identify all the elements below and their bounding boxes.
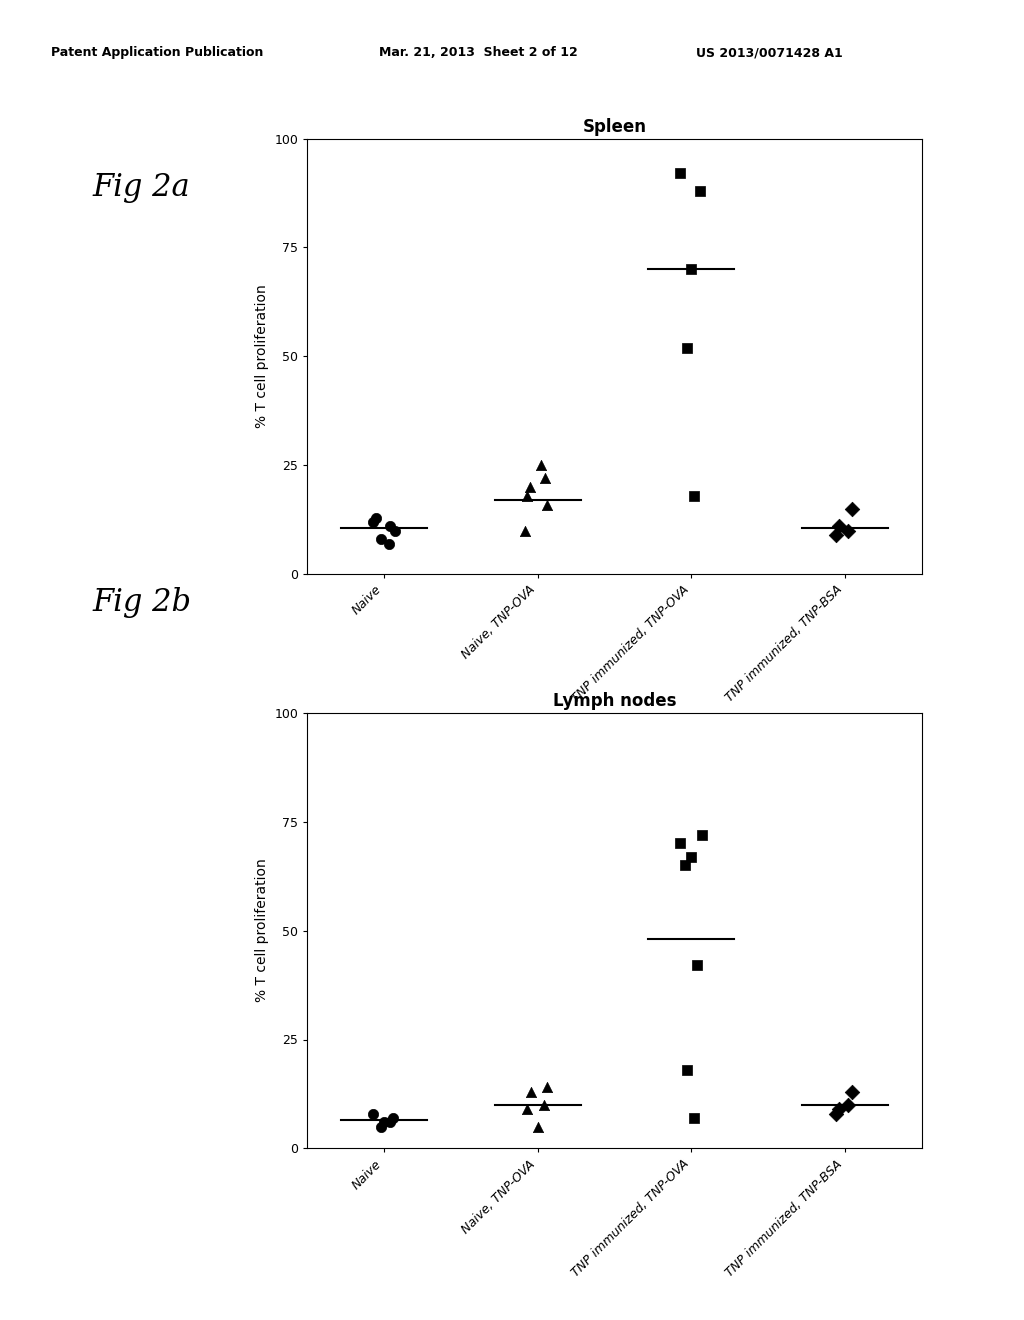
Point	[517, 520, 534, 541]
Title: Spleen: Spleen	[583, 117, 646, 136]
Point	[523, 1081, 540, 1102]
Point	[830, 516, 847, 537]
Point	[518, 1098, 535, 1119]
Point	[840, 520, 856, 541]
Point	[686, 486, 702, 507]
Point	[521, 477, 539, 498]
Point	[373, 529, 389, 550]
Point	[365, 1104, 381, 1125]
Point	[672, 162, 688, 183]
Point	[382, 1111, 398, 1133]
Y-axis label: % T cell proliferation: % T cell proliferation	[255, 859, 268, 1002]
Point	[692, 181, 709, 202]
Point	[830, 1098, 847, 1119]
Point	[368, 507, 384, 528]
Text: US 2013/0071428 A1: US 2013/0071428 A1	[696, 46, 843, 59]
Text: Mar. 21, 2013  Sheet 2 of 12: Mar. 21, 2013 Sheet 2 of 12	[379, 46, 578, 59]
Point	[689, 954, 706, 975]
Text: Patent Application Publication: Patent Application Publication	[51, 46, 263, 59]
Point	[693, 824, 710, 845]
Point	[686, 1107, 702, 1129]
Point	[382, 516, 398, 537]
Point	[373, 1117, 389, 1138]
Point	[365, 511, 381, 532]
Point	[677, 855, 693, 876]
Text: Fig 2a: Fig 2a	[92, 172, 189, 202]
Point	[844, 499, 860, 520]
Point	[683, 259, 699, 280]
Point	[827, 524, 844, 545]
Point	[539, 1077, 555, 1098]
Point	[536, 1094, 552, 1115]
Point	[844, 1081, 860, 1102]
Point	[678, 337, 694, 358]
Title: Lymph nodes: Lymph nodes	[553, 692, 676, 710]
Point	[683, 846, 699, 867]
Point	[827, 1104, 844, 1125]
Y-axis label: % T cell proliferation: % T cell proliferation	[255, 285, 268, 428]
Point	[385, 1107, 401, 1129]
Point	[380, 533, 396, 554]
Point	[518, 486, 535, 507]
Text: Fig 2b: Fig 2b	[92, 587, 191, 618]
Point	[529, 1117, 546, 1138]
Point	[539, 494, 555, 515]
Point	[672, 833, 688, 854]
Point	[537, 467, 553, 488]
Point	[376, 1111, 392, 1133]
Point	[678, 1060, 694, 1081]
Point	[532, 454, 549, 475]
Point	[840, 1094, 856, 1115]
Point	[386, 520, 402, 541]
